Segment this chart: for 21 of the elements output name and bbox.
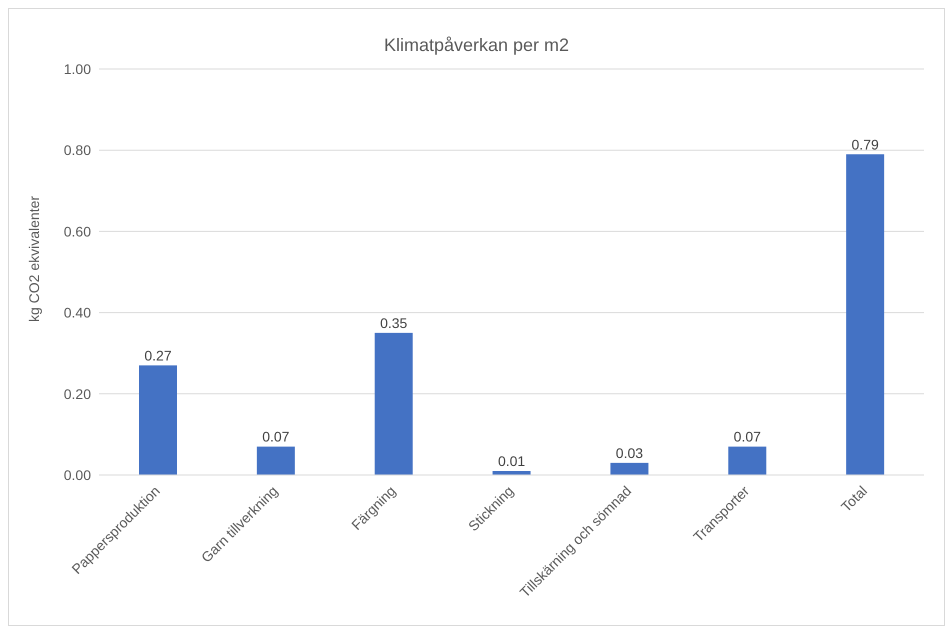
data-label: 0.03 (616, 444, 644, 461)
bar (610, 462, 648, 475)
data-label: 0.07 (734, 428, 762, 445)
data-label: 0.07 (262, 428, 290, 445)
y-tick-label: 0.40 (64, 304, 92, 321)
bar (728, 446, 766, 475)
y-tick-label: 0.60 (64, 223, 92, 240)
data-label: 0.27 (144, 347, 172, 364)
y-tick-label: 0.20 (64, 386, 92, 402)
bar (374, 332, 413, 475)
y-axis-title: kg CO2 ekvivalenter (26, 196, 42, 322)
bar (846, 154, 884, 475)
y-tick-label: 0.80 (64, 142, 92, 158)
bar (256, 446, 295, 475)
data-label: 0.01 (498, 452, 526, 469)
bar (139, 365, 177, 475)
y-tick-label: 0.00 (64, 466, 92, 483)
data-label: 0.79 (852, 136, 879, 152)
chart-title: Klimatpåverkan per m2 (382, 35, 570, 56)
y-tick-label: 1.00 (64, 60, 92, 77)
data-label: 0.35 (380, 314, 408, 331)
